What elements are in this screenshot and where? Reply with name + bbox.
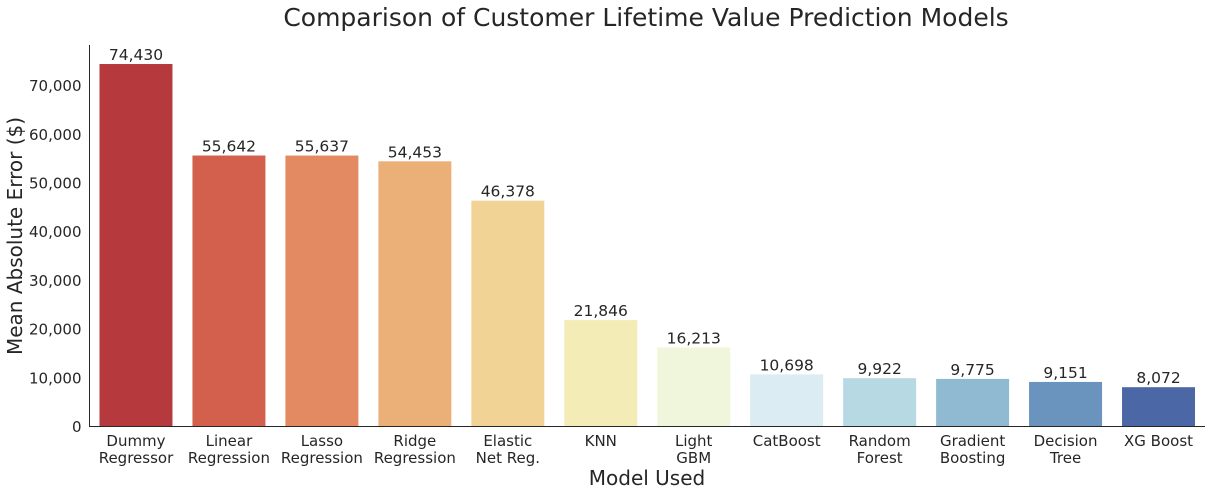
x-tick-label: Random Forest [849,432,911,467]
bar [750,374,824,427]
x-tick-label-line: Decision [1034,432,1098,450]
bar [192,155,266,427]
bar [936,378,1010,427]
chart-title: Comparison of Customer Lifetime Value Pr… [283,3,1008,32]
data-label: 10,698 [760,356,814,374]
x-tick-label-line: CatBoost [753,432,821,450]
y-tick-label: 70,000 [29,77,82,95]
y-tick-label: 20,000 [29,321,82,339]
x-tick-label-line: Regression [374,449,456,467]
data-label: 74,430 [109,46,163,64]
data-label: 9,922 [857,360,901,378]
data-label: 9,775 [950,361,994,379]
x-tick-label-line: Random [849,432,911,450]
data-label: 55,637 [295,138,349,156]
x-tick-label: Light GBM [675,432,713,467]
y-tick-label: 60,000 [29,126,82,144]
x-tick-label: Elastic Net Reg. [476,432,540,467]
y-tick-label: 10,000 [29,369,82,387]
data-label: 9,151 [1043,364,1087,382]
x-tick-label-line: Light [675,432,713,450]
x-tick-label: KNN [585,432,617,450]
x-tick-label: XG Boost [1124,432,1193,450]
x-tick-label-line: Regression [188,449,270,467]
x-tick-label-line: Gradient [940,432,1005,450]
x-tick-label: Dummy Regressor [99,432,174,467]
x-tick-label-line: GBM [676,449,711,467]
x-tick-label: Ridge Regression [374,432,456,467]
x-tick-label-line: Boosting [940,449,1006,467]
x-tick-label-line: Tree [1049,449,1081,467]
x-tick-label: Lasso Regression [281,432,363,467]
data-label: 54,453 [388,143,442,161]
bar [564,320,638,427]
x-tick-label-line: Regression [281,449,363,467]
y-tick-label: 50,000 [29,175,82,193]
bar [378,161,452,427]
y-tick-label: 30,000 [29,272,82,290]
x-tick-label-line: Lasso [301,432,343,450]
x-tick-label-line: Linear [206,432,253,450]
data-label: 16,213 [667,330,721,348]
bar [471,200,545,427]
x-axis-label: Model Used [589,466,705,490]
x-tick-label: Gradient Boosting [940,432,1006,467]
x-tick-label-line: XG Boost [1124,432,1193,450]
plot-area: 0 10,000 20,000 30,000 40,000 50,000 60,000 70,… [29,46,1196,467]
data-label: 46,378 [481,183,535,201]
bar [285,155,359,427]
x-tick-label-line: KNN [585,432,617,450]
bar [1122,387,1196,427]
x-tick-label-line: Elastic [483,432,532,450]
data-label: 21,846 [574,302,628,320]
x-tick-label-line: Forest [857,449,903,467]
y-tick-label: 0 [72,418,82,436]
data-label: 8,072 [1136,369,1180,387]
y-tick-label: 40,000 [29,223,82,241]
x-tick-label-line: Regressor [99,449,174,467]
y-axis-label: Mean Absolute Error ($) [3,117,27,355]
x-tick-label-line: Net Reg. [476,449,540,467]
bar [843,378,917,427]
x-tick-label-line: Dummy [106,432,165,450]
bar [1029,381,1103,427]
bar [99,64,173,427]
bar [657,347,731,427]
x-tick-label: Decision Tree [1034,432,1098,467]
x-tick-label: CatBoost [753,432,821,450]
x-tick-label-line: Ridge [393,432,436,450]
x-tick-label: Linear Regression [188,432,270,467]
data-label: 55,642 [202,138,256,156]
